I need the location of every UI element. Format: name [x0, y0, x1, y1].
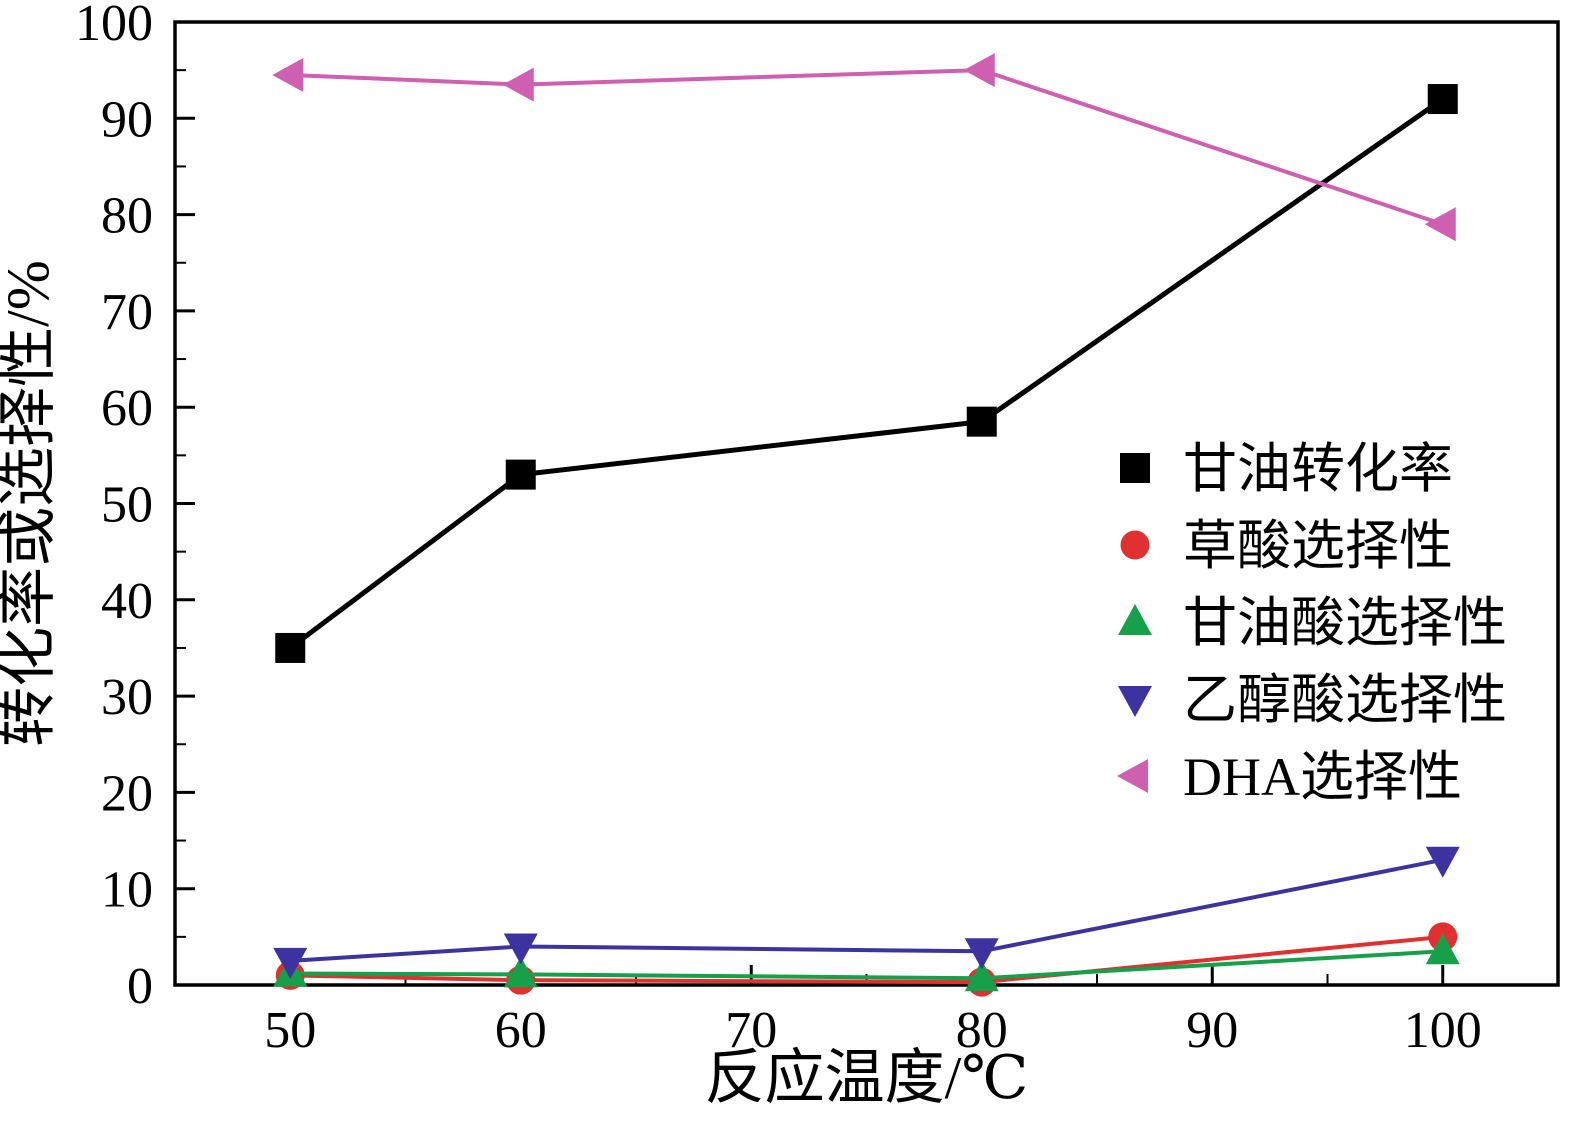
y-tick-label: 40 [101, 573, 153, 630]
legend-item: 甘油酸选择性 [1118, 593, 1507, 653]
triangle-up-marker [1425, 933, 1460, 965]
triangle-down-marker [1118, 686, 1152, 717]
triangle-up-marker [1118, 604, 1152, 635]
x-tick-label: 100 [1404, 1002, 1482, 1059]
triangle-down-marker [503, 933, 538, 965]
triangle-down-marker [273, 947, 308, 979]
series-line [290, 857, 1444, 963]
x-tick-label: 80 [956, 1002, 1008, 1059]
series-line [290, 68, 1444, 227]
square-marker [1427, 84, 1458, 115]
triangle-down-marker [964, 938, 999, 970]
triangle-up-marker [503, 956, 538, 988]
triangle-left-marker [272, 57, 304, 92]
y-tick-label: 30 [101, 669, 153, 726]
triangle-down-marker [1425, 846, 1460, 878]
y-tick-label: 50 [101, 477, 153, 534]
triangle-left-marker [1117, 759, 1148, 793]
legend-item: DHA选择性 [1117, 747, 1462, 807]
series-line [288, 96, 1445, 650]
y-axis-title: 转化率或选择性/% [0, 260, 61, 747]
y-tick-label: 90 [101, 91, 153, 148]
y-tick-label: 100 [75, 0, 153, 52]
y-tick-label: 70 [101, 284, 153, 341]
circle-marker [1120, 530, 1150, 560]
y-tick-label: 10 [101, 862, 153, 919]
x-tick-label: 60 [495, 1002, 547, 1059]
triangle-left-marker [963, 53, 995, 88]
legend-item: 草酸选择性 [1120, 516, 1453, 576]
y-tick-label: 0 [127, 958, 153, 1015]
series-square [275, 84, 1458, 663]
series-line [290, 934, 1443, 985]
legend-item: 甘油转化率 [1120, 439, 1453, 499]
y-tick-label: 80 [101, 188, 153, 245]
legend-label: 乙醇酸选择性 [1183, 670, 1507, 730]
legend-label: 甘油酸选择性 [1183, 593, 1507, 653]
square-marker [275, 632, 306, 663]
square-marker [1120, 453, 1150, 483]
x-tick-label: 70 [725, 1002, 777, 1059]
triangle-up-marker [964, 960, 999, 992]
y-tick-label: 60 [101, 380, 153, 437]
legend-label: 草酸选择性 [1183, 516, 1453, 576]
triangle-left-marker [502, 67, 534, 102]
series-triangle-left [272, 53, 1456, 242]
x-axis-title: 反应温度/℃ [705, 1045, 1029, 1111]
legend-label: DHA选择性 [1183, 747, 1462, 807]
y-tick-label: 20 [101, 765, 153, 822]
series-line [290, 949, 1443, 981]
square-marker [505, 459, 536, 490]
square-marker [966, 406, 997, 437]
triangle-left-marker [1424, 207, 1456, 242]
series-triangle-down [273, 846, 1460, 979]
legend-item: 乙醇酸选择性 [1118, 670, 1507, 730]
x-tick-label: 50 [264, 1002, 316, 1059]
x-tick-label: 90 [1186, 1002, 1238, 1059]
legend-label: 甘油转化率 [1183, 439, 1453, 499]
